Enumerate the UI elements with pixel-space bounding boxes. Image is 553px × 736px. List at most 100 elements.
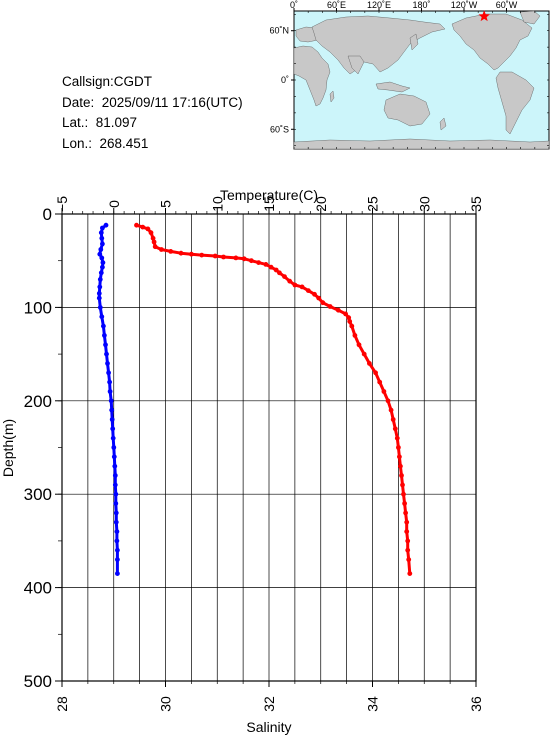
temperature-point [199, 252, 205, 258]
top-tick-label: 5 [158, 200, 174, 208]
temperature-point [316, 295, 322, 301]
top-axis-title: Temperature(C) [220, 187, 318, 203]
map-left-label: 0˚ [281, 75, 289, 85]
salinity-point [111, 445, 117, 450]
date-text: Date: 2025/09/11 17:16(UTC) [62, 94, 243, 110]
temperature-point [263, 262, 269, 267]
salinity-point [114, 529, 120, 534]
salinity-point [113, 501, 119, 506]
temperature-point [212, 253, 218, 259]
salinity-point [106, 370, 111, 376]
salinity-point [115, 547, 120, 553]
temperature-point [407, 571, 413, 576]
land-india [347, 55, 365, 75]
temperature-point [403, 510, 408, 516]
latitude-text: Lat.: 81.097 [62, 115, 138, 130]
map-top-label: 60˚E [327, 0, 346, 10]
top-tick-label: 30 [416, 196, 432, 212]
salinity-point [114, 538, 120, 544]
temperature-point [397, 454, 402, 460]
map-left-label: 60˚S [270, 124, 289, 134]
salinity-point [103, 222, 109, 228]
temperature-point [151, 239, 157, 245]
map-land [293, 10, 550, 150]
station-marker-icon [478, 10, 490, 22]
temperature-point [145, 226, 151, 232]
left-tick-label: 200 [24, 392, 52, 411]
salinity-point [107, 389, 113, 394]
salinity-point [112, 482, 118, 488]
temperature-point [381, 389, 387, 394]
top-tick-label: 15 [261, 196, 277, 212]
map-top-label: 120˚E [367, 0, 391, 10]
salinity-point [113, 510, 119, 516]
salinity-point [96, 295, 102, 301]
temperature-point [335, 307, 341, 313]
left-tick-label: 500 [24, 672, 52, 691]
top-tick-label: 10 [209, 196, 225, 212]
bottom-axis-title: Salinity [246, 719, 291, 735]
temperature-point [159, 247, 164, 252]
longitude-text: Lon.: 268.451 [62, 135, 149, 151]
temperature-point [396, 445, 401, 450]
chart-grid [61, 214, 477, 681]
temperature-point [352, 333, 358, 338]
top-tick-label: 25 [365, 196, 381, 212]
temperature-point [400, 482, 405, 488]
map-top-label: 60˚W [496, 0, 518, 10]
top-tick-label: 20 [313, 196, 329, 212]
bottom-tick-label: 32 [261, 696, 277, 712]
salinity-point [102, 333, 107, 338]
salinity-point [98, 230, 104, 236]
temperature-point [349, 323, 355, 329]
top-tick-label: −5 [54, 196, 70, 212]
temperature-point [347, 319, 353, 324]
temperature-point [399, 473, 404, 478]
land-south-america [495, 71, 535, 135]
salinity-point [101, 323, 106, 329]
salinity-point [98, 247, 104, 252]
temperature-point [256, 260, 261, 265]
left-tick-label: 300 [24, 485, 52, 504]
temperature-point [405, 547, 411, 553]
map-top-label: 120˚W [451, 0, 478, 10]
bottom-tick-label: 34 [365, 696, 381, 712]
temperature-point [401, 491, 406, 497]
temperature-point [404, 529, 410, 534]
land-australia [383, 93, 431, 127]
temperature-point [385, 398, 391, 404]
salinity-point [99, 235, 105, 241]
salinity-point [97, 277, 103, 282]
top-tick-label: 0 [106, 200, 122, 208]
salinity-point [105, 361, 110, 366]
temperature-point [292, 282, 298, 288]
land-indonesia [375, 81, 411, 93]
temperature-point [394, 435, 400, 441]
temperature-point [287, 278, 293, 284]
temperature-point [320, 300, 326, 306]
temperature-point [377, 379, 383, 385]
temperature-point [273, 267, 279, 273]
salinity-point [99, 255, 105, 261]
temperature-point [402, 501, 407, 506]
temperature-point [361, 351, 367, 357]
temperature-point [150, 235, 156, 241]
temperature-point [327, 304, 333, 309]
salinity-point [103, 342, 108, 348]
temperature-point [305, 288, 311, 293]
salinity-point [113, 519, 119, 525]
left-axis-title: Depth(m) [0, 419, 16, 477]
salinity-point [97, 251, 103, 257]
temperature-point [189, 251, 194, 257]
temperature-point [221, 254, 226, 260]
temperature-point [233, 255, 239, 261]
temperature-point [148, 230, 154, 236]
temperature-point [178, 250, 184, 256]
salinity-point [97, 305, 103, 310]
salinity-point [96, 291, 102, 296]
salinity-point [107, 379, 112, 385]
land-new-zealand [439, 117, 447, 131]
temperature-point [404, 519, 410, 525]
temperature-point [406, 557, 412, 562]
